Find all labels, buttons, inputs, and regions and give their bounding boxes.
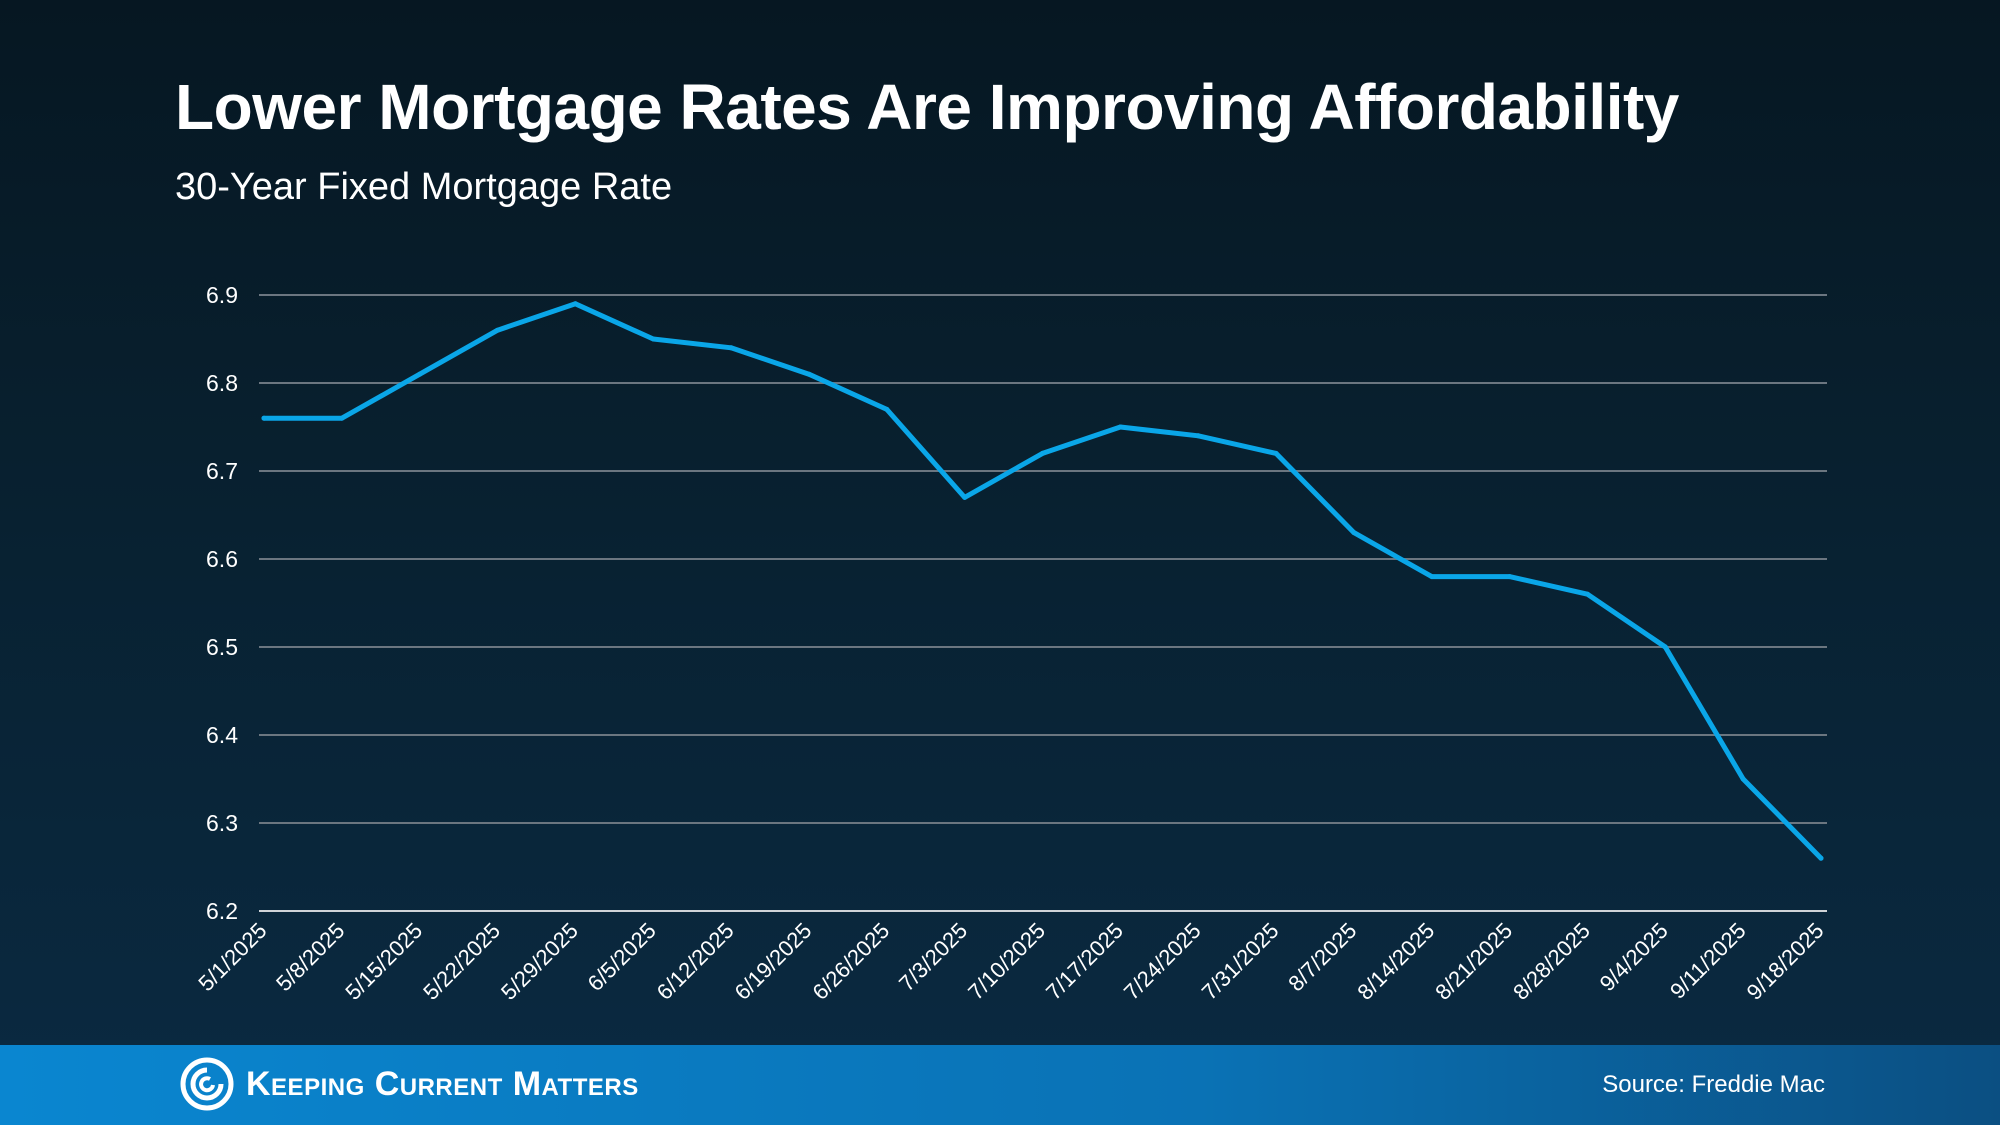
data-point — [417, 371, 423, 377]
x-tick-label: 5/1/2025 — [193, 918, 271, 996]
x-tick-label: 5/22/2025 — [418, 918, 505, 1005]
gridlines — [259, 294, 1827, 912]
data-point — [1662, 644, 1668, 650]
data-point — [1273, 450, 1279, 456]
data-point — [1507, 574, 1513, 580]
x-tick-label: 6/26/2025 — [807, 918, 894, 1005]
data-point — [884, 406, 890, 412]
logo-text: Keeping Current Matters — [246, 1064, 639, 1103]
data-point — [1351, 530, 1357, 536]
y-tick-label: 6.3 — [206, 810, 238, 836]
data-point — [1818, 855, 1824, 861]
data-point — [962, 494, 968, 500]
x-tick-label: 9/11/2025 — [1665, 918, 1751, 1004]
x-tick-label: 6/19/2025 — [730, 918, 817, 1005]
data-point — [1040, 450, 1045, 456]
data-point — [1740, 776, 1746, 782]
footer-bar: Keeping Current Matters Source: Freddie … — [0, 1045, 2000, 1125]
x-tick-label: 7/31/2025 — [1197, 918, 1284, 1005]
x-tick-label: 5/8/2025 — [271, 918, 349, 996]
x-tick-label: 6/5/2025 — [583, 918, 661, 996]
data-point — [728, 345, 734, 351]
data-point — [572, 301, 578, 307]
data-point — [339, 415, 345, 421]
data-point — [650, 336, 656, 342]
series-line — [261, 301, 1824, 861]
x-tick-label: 9/4/2025 — [1595, 918, 1673, 996]
x-tick-label: 7/10/2025 — [963, 918, 1050, 1005]
x-tick-label: 5/15/2025 — [340, 918, 427, 1005]
y-axis-ticks: 6.2 6.3 6.4 6.5 6.6 6.7 6.8 6.9 — [206, 282, 238, 924]
x-tick-label: 8/21/2025 — [1430, 918, 1517, 1005]
y-tick-label: 6.5 — [206, 634, 238, 660]
data-point — [1195, 433, 1201, 439]
logo: Keeping Current Matters — [180, 1057, 639, 1111]
x-tick-label: 7/3/2025 — [894, 918, 972, 996]
data-point — [261, 415, 267, 421]
y-tick-label: 6.2 — [206, 898, 238, 924]
x-tick-label: 9/18/2025 — [1742, 918, 1829, 1005]
x-axis-ticks: 5/1/2025 5/8/20255/15/20255/22/20255/29/2… — [193, 918, 1828, 1005]
data-point — [495, 327, 501, 333]
page-title: Lower Mortgage Rates Are Improving Affor… — [175, 71, 1679, 143]
chart-subtitle: 30-Year Fixed Mortgage Rate — [175, 166, 673, 208]
x-tick-label: 8/14/2025 — [1352, 918, 1439, 1005]
y-tick-label: 6.6 — [206, 546, 238, 572]
y-tick-label: 6.4 — [206, 722, 238, 748]
data-point — [1117, 424, 1123, 430]
x-tick-label: 7/24/2025 — [1119, 918, 1206, 1005]
line-chart: 6.2 6.3 6.4 6.5 6.6 6.7 6.8 6.9 5/1/2025 5/8/202… — [193, 282, 1828, 1005]
source-note: Source: Freddie Mac — [1602, 1071, 1825, 1098]
y-tick-label: 6.8 — [206, 370, 238, 396]
x-tick-label: 8/28/2025 — [1508, 918, 1595, 1005]
x-tick-label: 6/12/2025 — [652, 918, 739, 1005]
x-tick-label: 5/29/2025 — [496, 918, 583, 1005]
x-tick-label: 8/7/2025 — [1283, 918, 1361, 996]
x-tick-label: 7/17/2025 — [1041, 918, 1128, 1005]
y-tick-label: 6.7 — [206, 458, 238, 484]
swirl-logo-icon — [180, 1057, 234, 1111]
data-point — [1429, 574, 1435, 580]
y-tick-label: 6.9 — [206, 282, 238, 308]
rate-line — [261, 301, 1824, 861]
data-point — [806, 371, 812, 377]
data-point — [1584, 591, 1590, 597]
